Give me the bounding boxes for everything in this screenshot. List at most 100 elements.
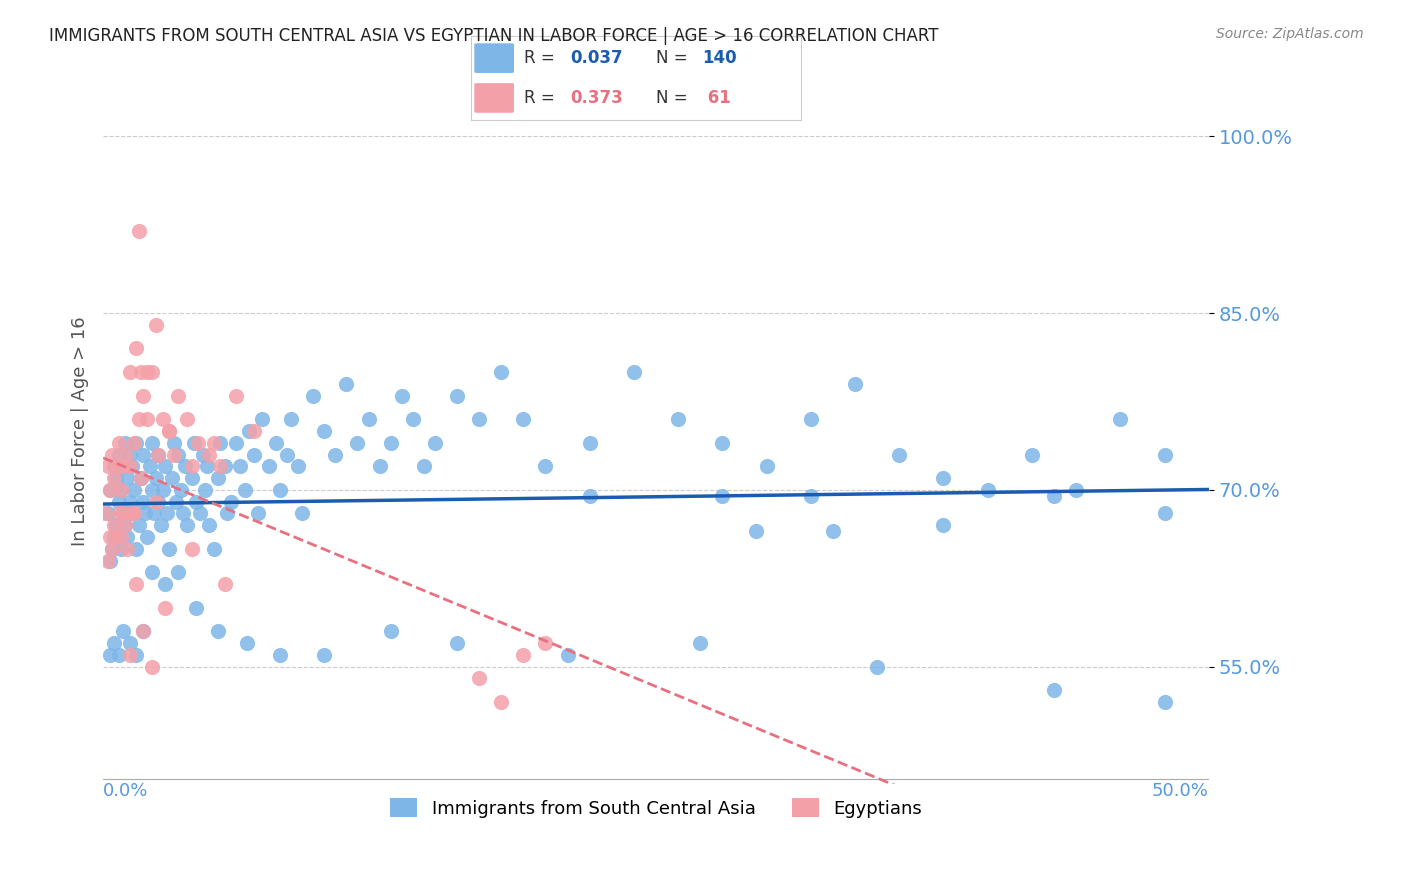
Point [129,471,152,485]
Point [118,636,141,650]
Point [198,448,221,462]
Point [207,624,229,639]
Text: 61: 61 [703,88,731,106]
Point [153,600,176,615]
Point [889,448,911,462]
Point [214,459,236,474]
Point [1043,489,1066,503]
Point [112,507,135,521]
Point [578,489,600,503]
Point [380,624,402,639]
Point [103,471,125,485]
Point [105,471,128,485]
Point [153,577,176,591]
Point [209,459,232,474]
Point [380,435,402,450]
Point [114,448,136,462]
Point [269,648,291,662]
Point [103,530,125,544]
Point [136,530,159,544]
Point [214,577,236,591]
Point [280,412,302,426]
Text: IMMIGRANTS FROM SOUTH CENTRAL ASIA VS EGYPTIAN IN LABOR FORCE | AGE > 16 CORRELA: IMMIGRANTS FROM SOUTH CENTRAL ASIA VS EG… [49,27,939,45]
Point [122,435,145,450]
Point [423,435,446,450]
Point [578,435,600,450]
Point [174,459,197,474]
Point [623,365,645,379]
Point [242,448,264,462]
Text: N =: N = [657,88,693,106]
Point [152,483,174,497]
Point [180,541,202,556]
Point [112,459,135,474]
Point [125,435,148,450]
Point [269,483,291,497]
Point [145,318,167,332]
Point [156,507,179,521]
Point [180,471,202,485]
Point [134,507,156,521]
Point [346,435,368,450]
Point [128,224,150,238]
Point [159,424,181,438]
Point [866,659,889,673]
Point [689,636,711,650]
Point [112,459,135,474]
Point [141,365,163,379]
Y-axis label: In Labor Force | Age > 16: In Labor Force | Age > 16 [72,316,89,546]
Point [122,507,145,521]
Point [98,648,121,662]
Point [114,518,136,533]
Point [98,553,121,567]
Point [125,342,148,356]
Point [105,530,128,544]
Point [98,530,121,544]
Point [800,412,823,426]
Point [141,566,163,580]
Point [932,471,955,485]
Point [141,483,163,497]
Point [195,459,218,474]
Point [169,483,191,497]
Point [666,412,689,426]
Point [148,448,170,462]
Point [145,494,167,508]
Point [252,412,274,426]
Point [368,459,391,474]
Point [159,541,181,556]
Point [190,507,212,521]
Point [159,424,181,438]
Point [512,412,534,426]
Point [110,483,132,497]
Point [114,518,136,533]
Point [121,459,143,474]
Point [236,636,259,650]
Point [180,459,202,474]
Point [128,518,150,533]
Point [129,365,152,379]
Point [125,541,148,556]
Legend: Immigrants from South Central Asia, Egyptians: Immigrants from South Central Asia, Egyp… [382,791,929,825]
Point [117,541,139,556]
Point [229,459,252,474]
Point [152,412,174,426]
Point [489,365,512,379]
Point [118,459,141,474]
Text: 0.0%: 0.0% [103,782,149,800]
Point [1109,412,1132,426]
Point [357,412,380,426]
Point [132,494,155,508]
Point [202,435,225,450]
Point [209,435,232,450]
Point [489,695,512,709]
Point [187,435,209,450]
Point [402,412,425,426]
Point [534,459,557,474]
Point [176,518,198,533]
Point [132,388,155,402]
Text: N =: N = [657,49,693,67]
Point [112,624,135,639]
Point [98,483,121,497]
Point [107,507,129,521]
